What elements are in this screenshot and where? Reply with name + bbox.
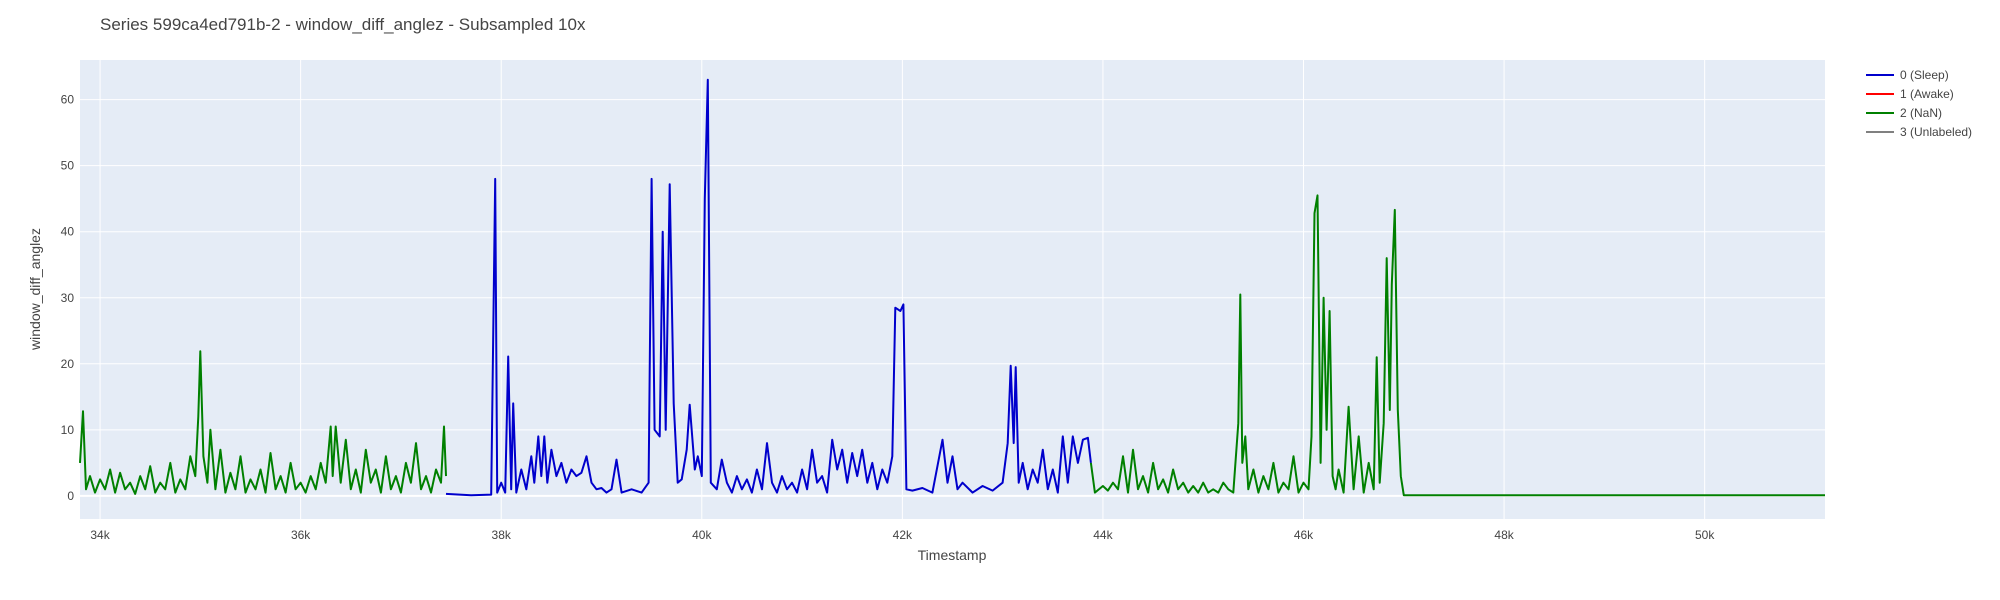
y-tick-label: 20 <box>61 357 75 371</box>
x-tick-label: 44k <box>1093 528 1113 542</box>
legend-item[interactable]: 2 (NaN) <box>1866 106 1942 120</box>
y-tick-label: 10 <box>61 423 75 437</box>
legend-item[interactable]: 1 (Awake) <box>1866 87 1954 101</box>
legend-label: 2 (NaN) <box>1900 106 1942 120</box>
x-tick-label: 48k <box>1494 528 1514 542</box>
x-tick-label: 38k <box>492 528 512 542</box>
legend-item[interactable]: 3 (Unlabeled) <box>1866 125 1972 139</box>
chart-title: Series 599ca4ed791b-2 - window_diff_angl… <box>100 15 586 34</box>
y-axis-title: window_diff_anglez <box>27 228 43 351</box>
y-tick-label: 50 <box>61 159 75 173</box>
legend-label: 0 (Sleep) <box>1900 68 1949 82</box>
legend-label: 3 (Unlabeled) <box>1900 125 1972 139</box>
x-tick-label: 36k <box>291 528 311 542</box>
x-tick-label: 42k <box>893 528 913 542</box>
x-axis-ticks: 34k 36k 38k 40k 42k 44k 46k 48k 50k <box>90 528 1715 542</box>
x-axis-title: Timestamp <box>918 547 987 563</box>
legend-label: 1 (Awake) <box>1900 87 1954 101</box>
x-tick-label: 50k <box>1695 528 1715 542</box>
legend[interactable]: 0 (Sleep) 1 (Awake) 2 (NaN) 3 (Unlabeled) <box>1866 68 1972 139</box>
y-tick-label: 30 <box>61 291 75 305</box>
x-tick-label: 40k <box>692 528 712 542</box>
series-line <box>445 78 1092 497</box>
plot-area <box>80 60 1825 519</box>
y-axis-ticks: 0 10 20 30 40 50 60 <box>61 93 75 503</box>
x-tick-label: 34k <box>90 528 110 542</box>
series-line <box>1089 194 1825 497</box>
y-tick-label: 0 <box>67 489 74 503</box>
series-layer <box>79 78 1825 497</box>
series-line <box>79 350 447 495</box>
y-tick-label: 40 <box>61 225 75 239</box>
x-tick-label: 46k <box>1294 528 1314 542</box>
legend-item[interactable]: 0 (Sleep) <box>1866 68 1949 82</box>
y-tick-label: 60 <box>61 93 75 107</box>
